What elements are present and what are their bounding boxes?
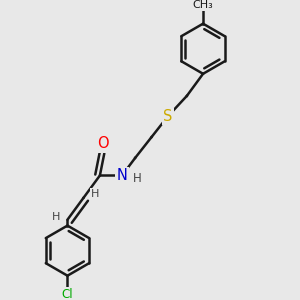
Text: S: S xyxy=(163,109,172,124)
Text: H: H xyxy=(91,189,100,199)
Text: H: H xyxy=(52,212,60,222)
Text: CH₃: CH₃ xyxy=(193,0,213,10)
Text: Cl: Cl xyxy=(62,288,73,300)
Text: O: O xyxy=(98,136,109,152)
Text: H: H xyxy=(133,172,142,185)
Text: N: N xyxy=(117,168,128,183)
